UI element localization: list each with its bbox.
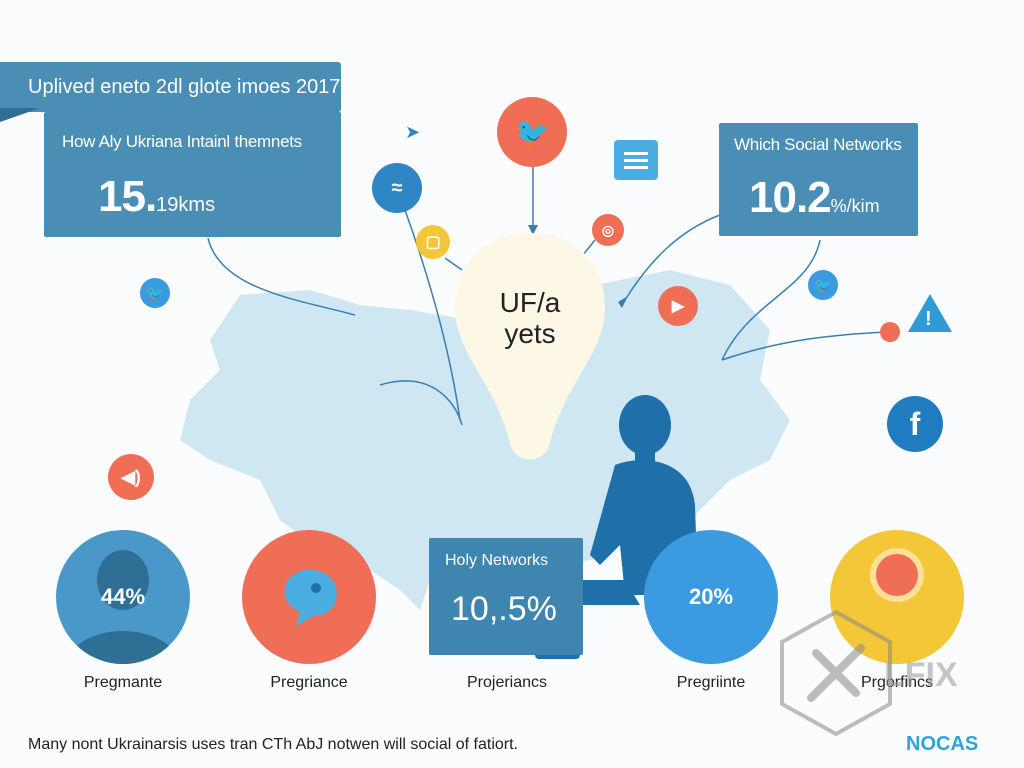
caption-center: Projeriancs xyxy=(466,674,548,691)
left-stat-card: How Aly Ukriana Intainl themnets 15.19km… xyxy=(44,112,341,237)
footer-text: Many nont Ukrainarsis uses tran CTh AbJ … xyxy=(28,736,518,753)
caption-1: Pregmante xyxy=(83,674,163,691)
award-badge-icon xyxy=(870,548,924,602)
caption-2: Pregriance xyxy=(270,674,348,691)
message-icon[interactable] xyxy=(614,140,658,180)
center-card-value: 10,.5% xyxy=(451,590,557,628)
caption-4: Prgorfincs xyxy=(860,674,934,691)
twitter-icon[interactable]: 🐦 xyxy=(497,97,567,167)
person-avatar-icon xyxy=(66,550,180,664)
speaker-icon[interactable]: ◀) xyxy=(108,454,154,500)
right-card-suffix: %/kim xyxy=(830,196,880,216)
chat-bubble-icon xyxy=(284,570,337,626)
right-card-value: 10.2%/kim xyxy=(749,173,880,223)
right-stat-card: Which Social Networks 10.2%/kim xyxy=(719,123,918,236)
watermark-hexagon xyxy=(780,609,892,737)
lightbulb-shape xyxy=(455,233,605,460)
bulb-text-line1: UF/a xyxy=(499,287,561,318)
left-card-value: 15.19kms xyxy=(98,172,215,222)
left-card-suffix: 19kms xyxy=(156,194,216,216)
dot-icon xyxy=(880,322,900,342)
stat-bubble-4 xyxy=(830,530,964,664)
watermark-text: LFIX xyxy=(884,656,958,694)
twitter-icon-small-left[interactable]: 🐦 xyxy=(140,278,170,308)
chat-icon[interactable]: ▢ xyxy=(416,225,450,259)
stat-bubble-2 xyxy=(242,530,376,664)
send-icon[interactable]: ➤ xyxy=(405,122,421,142)
bulb-text-line2: yets xyxy=(504,318,556,349)
facebook-icon[interactable]: f xyxy=(887,396,943,452)
right-card-number: 10.2 xyxy=(749,173,832,222)
warning-icon[interactable] xyxy=(908,294,952,332)
bird-icon[interactable]: ≈ xyxy=(372,163,422,213)
instagram-icon[interactable]: ◎ xyxy=(592,214,624,246)
header-title: Uplived eneto 2dl glote imoes 2017 xyxy=(28,76,341,98)
left-card-number: 15. xyxy=(98,172,157,221)
header-banner xyxy=(0,62,341,112)
stat-bubble-3: 20% xyxy=(644,530,778,664)
center-stat-card: Holy Networks 10,.5% xyxy=(429,538,583,655)
stat-bubble-1: 44% xyxy=(56,530,190,664)
center-card-title: Holy Networks xyxy=(445,552,549,569)
bubble-1-value: 44% xyxy=(100,584,146,609)
bubble-3-value: 20% xyxy=(688,584,734,609)
caption-3: Pregriinte xyxy=(676,674,746,691)
play-icon[interactable]: ▶ xyxy=(658,286,698,326)
header-banner-tail xyxy=(0,108,40,122)
twitter-icon-small-right[interactable]: 🐦 xyxy=(808,270,838,300)
brand-logo: NOCAS xyxy=(906,733,979,755)
warning-exclaim: ! xyxy=(925,308,932,330)
right-card-title: Which Social Networks xyxy=(734,135,902,154)
left-card-title: How Aly Ukriana Intainl themnets xyxy=(62,132,302,151)
